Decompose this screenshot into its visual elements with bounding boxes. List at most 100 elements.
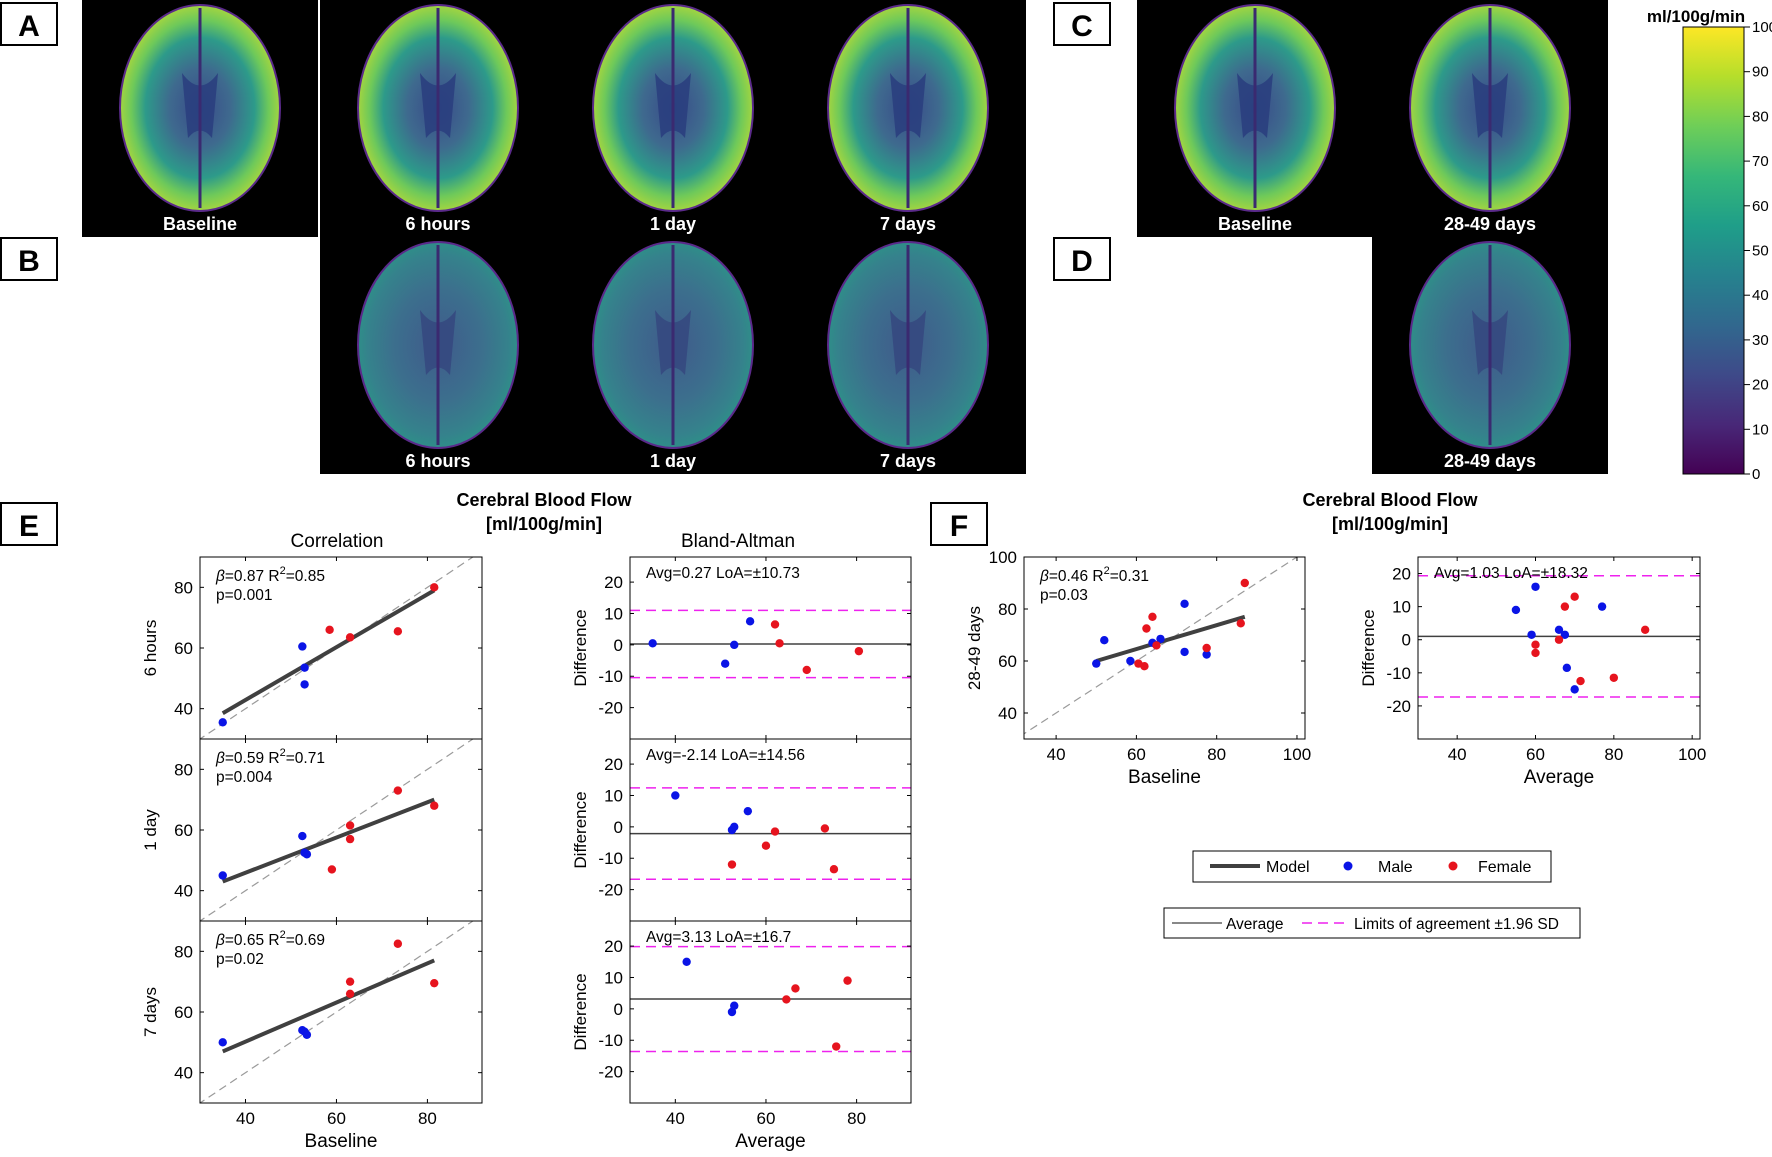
identity-line xyxy=(200,739,474,921)
beta-symbol: β xyxy=(215,568,225,585)
point-male xyxy=(648,639,657,648)
point-female xyxy=(1148,612,1157,621)
stats-line-1: β=0.46 R2=0.31 xyxy=(1039,565,1149,585)
point-male xyxy=(1100,636,1109,645)
point-female xyxy=(1576,676,1585,686)
x-tick-label: 40 xyxy=(236,1109,255,1128)
legend-male-label: Male xyxy=(1378,859,1413,876)
point-male xyxy=(1597,602,1607,611)
y-axis-label: 28-49 days xyxy=(965,606,984,690)
colorbar-tick-label: 10 xyxy=(1752,421,1769,438)
point-female xyxy=(345,977,355,986)
point-male xyxy=(302,1030,312,1039)
point-male xyxy=(671,791,680,800)
plot-area xyxy=(630,945,911,1053)
r-squared-exponent: 2 xyxy=(280,565,286,577)
y-tick-label: 40 xyxy=(174,1064,193,1083)
x-axis-label: Average xyxy=(735,1131,805,1152)
point-female xyxy=(1152,641,1161,650)
plot-area xyxy=(630,609,911,679)
colorbar-unit: ml/100g/min xyxy=(1647,7,1745,26)
beta-r-text: =0.87 R xyxy=(225,568,280,585)
point-male xyxy=(1570,685,1579,694)
x-axis-label: Average xyxy=(1524,767,1594,788)
chart-E-ba-6h: -20 -10 0 10 20 Difference Avg=0.27 LoA=±10.73 xyxy=(571,556,912,740)
point-male xyxy=(1554,625,1564,634)
y-tick-label: 40 xyxy=(174,882,193,901)
y-tick-label: 60 xyxy=(998,652,1017,671)
point-female xyxy=(761,841,771,850)
y-tick-label: 20 xyxy=(604,755,623,774)
y-tick-label: 0 xyxy=(614,818,623,837)
y-tick-label: 20 xyxy=(604,937,623,956)
f-subtitle: [ml/100g/min] xyxy=(1332,514,1448,534)
chart-F-ba: -20 -10 0 10 20 40 60 80 100 Average Difference Avg… xyxy=(1359,556,1706,788)
panel-letter-a: A xyxy=(18,10,40,43)
plot-area xyxy=(1024,557,1299,735)
point-male xyxy=(1527,630,1536,639)
y-tick-label: 60 xyxy=(174,1003,193,1022)
e-title: Cerebral Blood Flow xyxy=(456,490,632,510)
y-axis-label: 6 hours xyxy=(141,620,160,677)
panel-letter-e: E xyxy=(19,510,39,543)
point-female xyxy=(1640,625,1650,634)
point-female xyxy=(1142,624,1151,633)
point-male xyxy=(1531,582,1540,591)
brain-label: 28-49 days xyxy=(1444,214,1536,234)
brain-label: 1 day xyxy=(650,451,696,471)
colorbar-tick-label: 40 xyxy=(1752,287,1769,304)
point-female xyxy=(791,984,800,993)
point-female xyxy=(1531,640,1540,649)
point-female xyxy=(345,834,355,844)
brain-tile: Baseline xyxy=(82,0,318,237)
point-male xyxy=(1180,647,1189,657)
brain-tile: 6 hours xyxy=(320,0,556,237)
y-tick-label: 100 xyxy=(989,548,1017,567)
x-tick-label: 60 xyxy=(1526,745,1545,764)
brain-label: 7 days xyxy=(880,451,936,471)
brain-label: Baseline xyxy=(1218,214,1292,234)
x-tick-label: 40 xyxy=(1047,745,1066,764)
y-tick-label: 10 xyxy=(604,968,623,987)
point-female xyxy=(430,583,439,592)
y-axis-label: 7 days xyxy=(141,987,160,1037)
point-female xyxy=(393,786,403,795)
legend-female-label: Female xyxy=(1478,859,1531,876)
colorbar: ml/100g/min 0 10 20 30 40 50 60 70 80 90 100 xyxy=(1647,7,1772,483)
colorbar-tick-label: 100 xyxy=(1752,19,1772,36)
legend-model-label: Model xyxy=(1266,859,1310,876)
legend-average-label: Average xyxy=(1226,916,1283,933)
x-tick-label: 60 xyxy=(1127,745,1146,764)
beta-symbol: β xyxy=(215,932,225,949)
model-line xyxy=(221,588,436,715)
identity-line xyxy=(1024,557,1299,735)
x-tick-label: 80 xyxy=(418,1109,437,1128)
x-axis-label: Baseline xyxy=(305,1131,378,1152)
point-female xyxy=(393,627,403,636)
beta-symbol: β xyxy=(1039,568,1049,585)
p-value: p=0.02 xyxy=(216,951,264,968)
y-axis-label: 1 day xyxy=(141,809,160,851)
point-female xyxy=(775,639,784,648)
x-axis-label: Baseline xyxy=(1128,767,1201,788)
brain-tile: Baseline xyxy=(1137,0,1373,237)
point-female xyxy=(1531,648,1540,658)
point-female xyxy=(1609,673,1619,682)
point-female xyxy=(1560,602,1570,611)
r2-value: =0.85 xyxy=(286,568,325,585)
p-value: p=0.004 xyxy=(216,769,273,786)
y-tick-label: 80 xyxy=(174,578,193,597)
r2-value: =0.71 xyxy=(286,750,325,767)
panel-letters: A B C D E F xyxy=(0,2,1111,546)
y-tick-label: -10 xyxy=(1386,664,1411,683)
beta-r-text: =0.65 R xyxy=(225,932,280,949)
avg-loa-text: Avg=-2.14 LoA=±14.56 xyxy=(646,747,805,764)
point-female xyxy=(393,939,403,948)
point-male xyxy=(730,640,739,650)
point-male xyxy=(300,680,309,689)
brain-tile: 1 day xyxy=(555,237,791,474)
beta-symbol: β xyxy=(215,750,225,767)
legend-loa-label: Limits of agreement ±1.96 SD xyxy=(1354,916,1559,933)
point-male xyxy=(682,957,691,966)
